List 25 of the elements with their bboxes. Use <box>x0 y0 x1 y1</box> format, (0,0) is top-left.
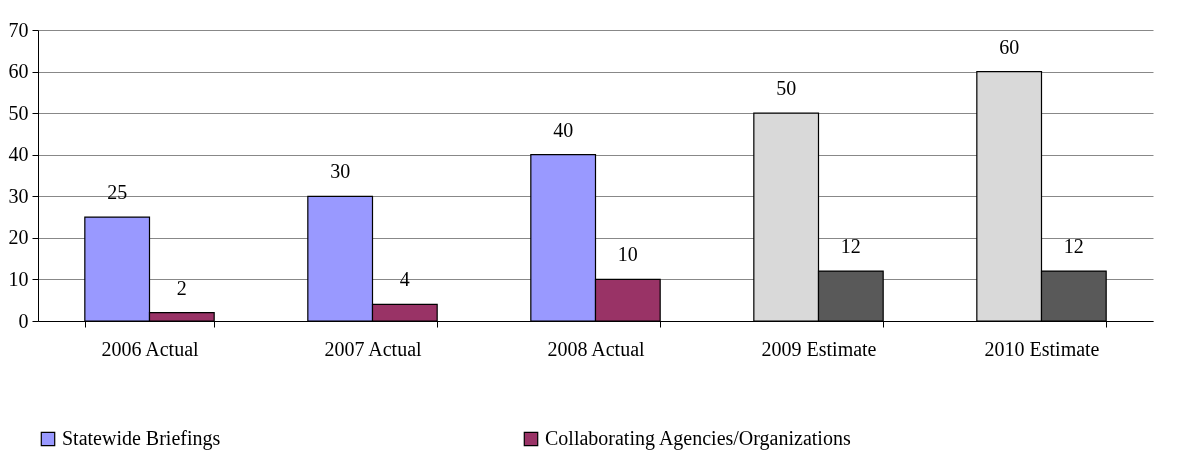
x-tick-label: 2006 Actual <box>101 337 200 360</box>
x-tick-label: 2010 Estimate <box>984 337 1100 360</box>
y-tick-label: 10 <box>8 267 29 290</box>
data-label: 40 <box>553 118 574 141</box>
data-label: 10 <box>617 243 638 266</box>
y-tick-label: 0 <box>18 309 29 332</box>
y-tick-label: 70 <box>8 18 29 41</box>
data-label: 4 <box>399 268 410 291</box>
x-tick-label: 2007 Actual <box>324 337 423 360</box>
y-tick-label: 60 <box>8 60 29 83</box>
data-label: 30 <box>330 160 351 183</box>
legend-label: Statewide Briefings <box>62 427 221 450</box>
data-label: 60 <box>999 35 1020 58</box>
data-label: 25 <box>107 181 128 204</box>
data-label: 2 <box>176 276 187 299</box>
x-tick-label: 2009 Estimate <box>761 337 877 360</box>
data-label: 12 <box>1063 235 1084 258</box>
x-tick-label: 2008 Actual <box>547 337 646 360</box>
data-label: 50 <box>776 77 797 100</box>
y-tick-label: 30 <box>8 184 29 207</box>
y-tick-label: 50 <box>8 101 29 124</box>
data-label: 12 <box>840 235 861 258</box>
y-tick-label: 20 <box>8 226 29 249</box>
y-tick-label: 40 <box>8 143 29 166</box>
legend-label: Collaborating Agencies/Organizations <box>545 427 851 450</box>
